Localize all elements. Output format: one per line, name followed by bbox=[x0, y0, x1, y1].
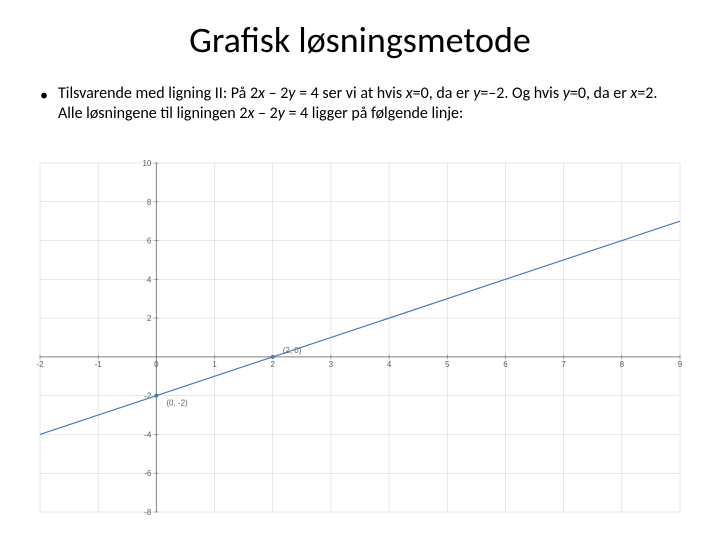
body-text: Tilsvarende med ligning II: På 2x – 2y =… bbox=[58, 84, 680, 124]
svg-text:3: 3 bbox=[329, 360, 334, 369]
bullet-item: • Tilsvarende med ligning II: På 2x – 2y… bbox=[40, 84, 680, 124]
svg-text:(2, 0): (2, 0) bbox=[283, 346, 302, 355]
svg-text:-1: -1 bbox=[95, 360, 103, 369]
svg-text:2: 2 bbox=[271, 360, 276, 369]
slide: Grafisk løsningsmetode • Tilsvarende med… bbox=[0, 0, 720, 540]
svg-text:9: 9 bbox=[678, 360, 683, 369]
chart-container: -2-10123456789-8-6-4-2246810(2, 0)(0, -2… bbox=[30, 155, 690, 520]
svg-text:10: 10 bbox=[142, 159, 151, 168]
svg-text:-8: -8 bbox=[144, 508, 152, 517]
svg-text:6: 6 bbox=[503, 360, 508, 369]
svg-text:7: 7 bbox=[561, 360, 566, 369]
svg-text:1: 1 bbox=[212, 360, 217, 369]
svg-text:4: 4 bbox=[387, 360, 392, 369]
svg-text:0: 0 bbox=[154, 360, 159, 369]
svg-text:8: 8 bbox=[620, 360, 625, 369]
svg-text:-6: -6 bbox=[144, 469, 152, 478]
svg-text:2: 2 bbox=[147, 314, 152, 323]
svg-text:-2: -2 bbox=[36, 360, 44, 369]
svg-text:-4: -4 bbox=[144, 430, 152, 439]
svg-text:6: 6 bbox=[147, 237, 152, 246]
svg-text:(0, -2): (0, -2) bbox=[166, 399, 188, 408]
svg-text:8: 8 bbox=[147, 198, 152, 207]
chart: -2-10123456789-8-6-4-2246810(2, 0)(0, -2… bbox=[30, 155, 690, 520]
bullet-marker: • bbox=[40, 84, 48, 106]
slide-title: Grafisk løsningsmetode bbox=[40, 18, 680, 62]
svg-text:5: 5 bbox=[445, 360, 450, 369]
svg-text:4: 4 bbox=[147, 275, 152, 284]
